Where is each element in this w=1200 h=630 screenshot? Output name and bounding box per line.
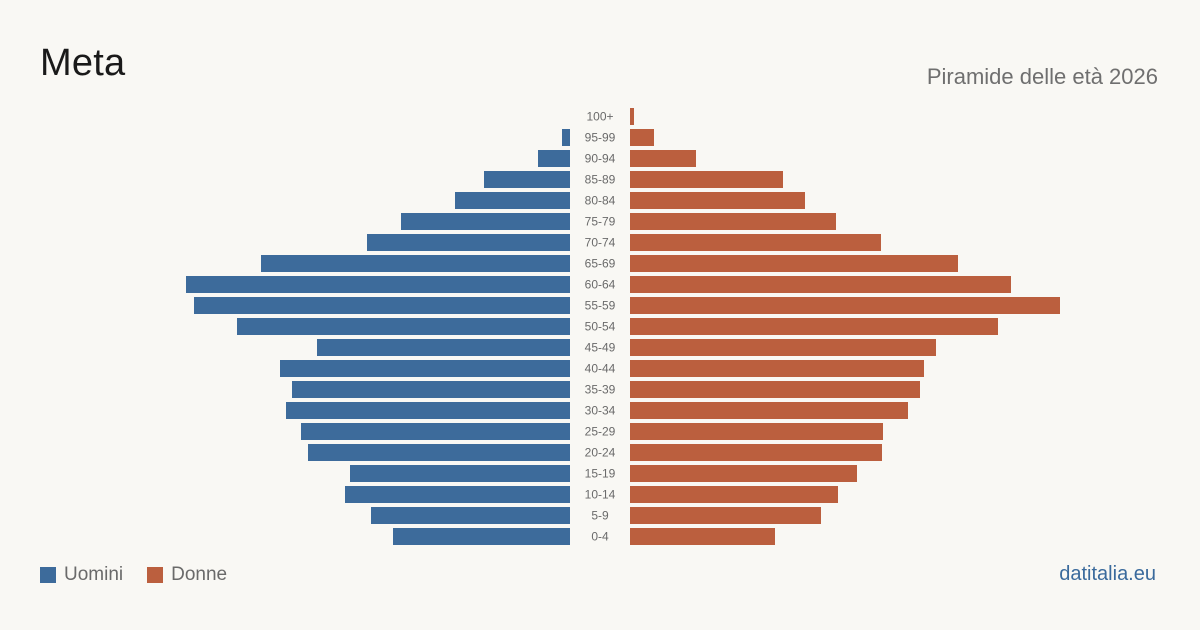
bar-men-15-19: [350, 465, 570, 482]
bar-women-35-39: [630, 381, 920, 398]
bar-men-60-64: [186, 276, 570, 293]
bar-women-70-74: [630, 234, 881, 251]
age-group-labels: 100+ 95-99 90-94 85-89 80-84 75-79 70-74 65-69 6…: [585, 110, 616, 544]
bar-women-30-34: [630, 402, 908, 419]
bar-women-20-24: [630, 444, 882, 461]
bar-men-65-69: [261, 255, 570, 272]
bar-women-0-4: [630, 528, 775, 545]
age-label-55-59: 55-59: [585, 299, 616, 313]
bar-women-95-99: [630, 129, 654, 146]
bar-men-5-9: [371, 507, 570, 524]
bar-women-55-59: [630, 297, 1060, 314]
bar-men-40-44: [280, 360, 570, 377]
men-bars-group: [186, 129, 570, 545]
bar-women-85-89: [630, 171, 783, 188]
bar-men-35-39: [292, 381, 570, 398]
age-label-45-49: 45-49: [585, 341, 616, 355]
legend-label-women: Donne: [171, 564, 228, 585]
age-label-10-14: 10-14: [585, 488, 616, 502]
bar-men-80-84: [455, 192, 570, 209]
bar-men-95-99: [562, 129, 570, 146]
age-label-5-9: 5-9: [591, 509, 609, 523]
bar-women-80-84: [630, 192, 805, 209]
bar-men-90-94: [538, 150, 570, 167]
age-label-25-29: 25-29: [585, 425, 616, 439]
bar-women-75-79: [630, 213, 836, 230]
age-label-90-94: 90-94: [585, 152, 616, 166]
age-label-40-44: 40-44: [585, 362, 616, 376]
bar-women-10-14: [630, 486, 838, 503]
age-label-30-34: 30-34: [585, 404, 616, 418]
bar-men-70-74: [367, 234, 570, 251]
age-label-20-24: 20-24: [585, 446, 616, 460]
age-label-80-84: 80-84: [585, 194, 616, 208]
bar-women-25-29: [630, 423, 883, 440]
legend: Uomini Donne: [40, 564, 251, 586]
bar-women-15-19: [630, 465, 857, 482]
legend-swatch-women: [147, 567, 164, 583]
bar-women-60-64: [630, 276, 1011, 293]
chart-subtitle: Piramide delle età 2026: [926, 64, 1158, 89]
bar-men-0-4: [393, 528, 570, 545]
bar-men-10-14: [345, 486, 570, 503]
bar-women-5-9: [630, 507, 821, 524]
age-label-100plus: 100+: [586, 110, 613, 124]
bar-women-45-49: [630, 339, 936, 356]
age-label-85-89: 85-89: [585, 173, 616, 187]
bar-men-20-24: [308, 444, 570, 461]
bar-men-25-29: [301, 423, 570, 440]
age-label-15-19: 15-19: [585, 467, 616, 481]
age-label-70-74: 70-74: [585, 236, 616, 250]
bar-women-90-94: [630, 150, 696, 167]
source-link[interactable]: datitalia.eu: [1059, 563, 1156, 585]
legend-item-men: Uomini: [40, 564, 123, 586]
legend-label-men: Uomini: [64, 564, 124, 585]
bar-women-40-44: [630, 360, 924, 377]
age-label-0-4: 0-4: [591, 530, 609, 544]
bar-men-85-89: [484, 171, 570, 188]
bar-women-65-69: [630, 255, 958, 272]
age-label-65-69: 65-69: [585, 257, 616, 271]
bar-men-50-54: [237, 318, 570, 335]
bar-men-75-79: [401, 213, 570, 230]
bar-men-55-59: [194, 297, 570, 314]
legend-item-women: Donne: [147, 564, 227, 586]
age-label-75-79: 75-79: [585, 215, 616, 229]
age-label-95-99: 95-99: [585, 131, 616, 145]
bar-women-100plus: [630, 108, 634, 125]
age-label-50-54: 50-54: [585, 320, 616, 334]
chart-title: Meta: [40, 42, 126, 84]
legend-swatch-men: [40, 567, 56, 583]
bar-men-45-49: [317, 339, 570, 356]
age-label-60-64: 60-64: [585, 278, 616, 292]
bar-men-30-34: [286, 402, 570, 419]
age-label-35-39: 35-39: [585, 383, 616, 397]
bar-women-50-54: [630, 318, 998, 335]
women-bars-group: [630, 108, 1060, 545]
